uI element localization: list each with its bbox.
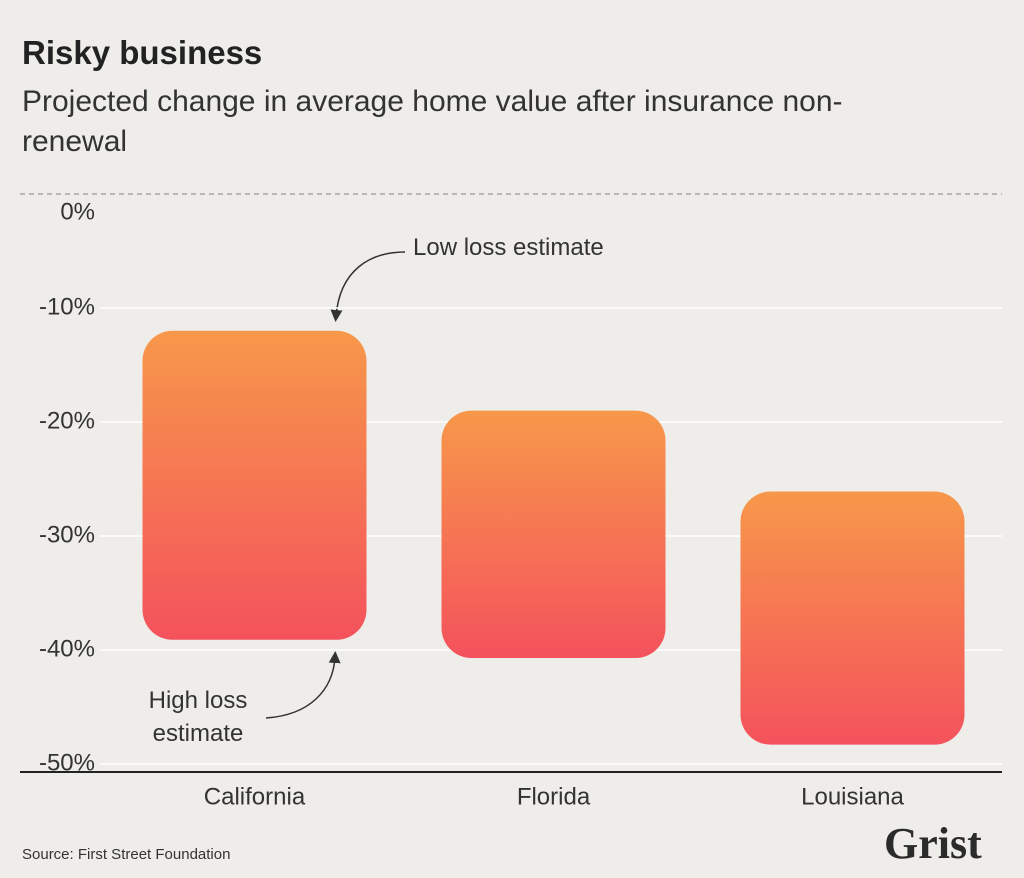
annotation: High loss estimate (148, 687, 248, 747)
annotation: Low loss estimate (413, 234, 604, 261)
y-tick-label: 0% (60, 198, 95, 225)
x-tick-label: California (204, 783, 306, 810)
chart-subtitle: Projected change in average home value a… (22, 85, 843, 158)
bar (142, 330, 367, 640)
y-tick-label: -30% (39, 521, 95, 548)
chart-title: Risky business (22, 34, 263, 71)
y-tick-label: -10% (39, 293, 95, 320)
y-tick-label: -20% (39, 407, 95, 434)
x-tick-label: Florida (517, 783, 591, 810)
low-arrow (330, 251, 406, 322)
bar (441, 410, 666, 658)
source: Source: First Street Foundation (22, 846, 231, 863)
x-tick-label: Louisiana (801, 783, 904, 810)
logo: Grist (884, 819, 982, 868)
high-arrow (265, 651, 341, 719)
y-tick-label: -40% (39, 635, 95, 662)
bar (740, 491, 965, 745)
